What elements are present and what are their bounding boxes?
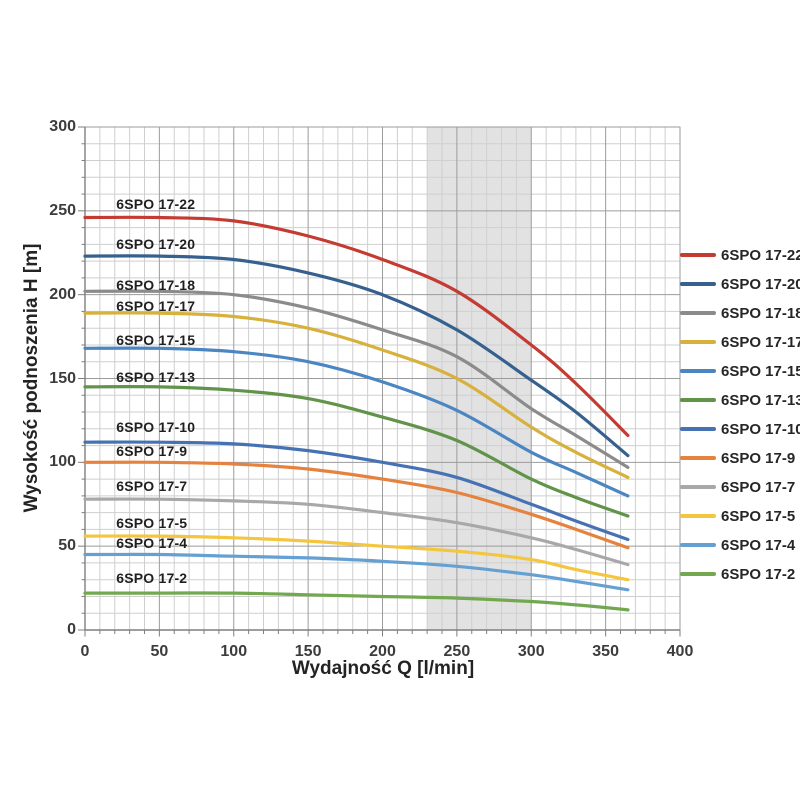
y-tick-label: 50 — [58, 537, 76, 555]
legend-item: 6SPO 17-22 — [680, 245, 800, 266]
y-tick-label: 100 — [49, 453, 76, 471]
legend-item: 6SPO 17-5 — [680, 506, 795, 527]
legend-line-swatch — [680, 311, 716, 315]
curve-label-6spo-17-15: 6SPO 17-15 — [116, 331, 196, 348]
legend-label: 6SPO 17-17 — [721, 333, 800, 351]
curve-label-6spo-17-18: 6SPO 17-18 — [116, 276, 196, 293]
x-tick-label: 100 — [220, 643, 248, 660]
y-tick-label: 150 — [49, 369, 76, 387]
legend-label: 6SPO 17-5 — [721, 507, 796, 525]
legend-line-swatch — [680, 514, 716, 518]
legend-item: 6SPO 17-7 — [680, 477, 795, 498]
y-axis-title: Wysokość podnoszenia H [m] — [21, 243, 42, 513]
legend-label: 6SPO 17-20 — [721, 275, 800, 293]
curve-label-6spo-17-4: 6SPO 17-4 — [116, 534, 188, 551]
legend-item: 6SPO 17-18 — [680, 303, 800, 324]
y-tick-label: 300 — [49, 118, 76, 135]
legend-line-swatch — [680, 456, 716, 460]
curve-label-6spo-17-5: 6SPO 17-5 — [116, 514, 188, 531]
curve-label-6spo-17-7: 6SPO 17-7 — [116, 477, 188, 494]
curve-label-6spo-17-13: 6SPO 17-13 — [116, 368, 196, 385]
curve-label-6spo-17-20: 6SPO 17-20 — [116, 236, 196, 253]
y-tick-label: 250 — [49, 201, 76, 219]
legend-item: 6SPO 17-20 — [680, 274, 800, 295]
curve-6spo-17-9 — [83, 460, 630, 550]
curve-label-6spo-17-10: 6SPO 17-10 — [116, 419, 196, 436]
legend-line-swatch — [680, 427, 716, 431]
curve-label-6spo-17-9: 6SPO 17-9 — [116, 442, 188, 459]
legend-line-swatch — [680, 398, 716, 402]
legend-line-swatch — [680, 369, 716, 373]
curve-6spo-17-20 — [83, 254, 630, 458]
legend-item: 6SPO 17-4 — [680, 535, 795, 556]
legend-label: 6SPO 17-10 — [721, 420, 800, 438]
curve-6spo-17-7 — [83, 497, 630, 567]
curve-label-6spo-17-17: 6SPO 17-17 — [116, 298, 196, 315]
curve-6spo-17-15 — [83, 346, 630, 498]
y-tick-label: 0 — [67, 621, 76, 638]
legend-item: 6SPO 17-17 — [680, 332, 800, 353]
curve-6spo-17-18 — [83, 289, 630, 469]
legend-line-swatch — [680, 543, 716, 547]
curve-6spo-17-13 — [83, 385, 630, 518]
legend-line-swatch — [680, 572, 716, 576]
curve-label-6spo-17-22: 6SPO 17-22 — [116, 196, 196, 213]
legend-item: 6SPO 17-2 — [680, 564, 795, 585]
legend-label: 6SPO 17-4 — [721, 536, 796, 554]
legend-line-swatch — [680, 282, 716, 286]
legend-label: 6SPO 17-7 — [721, 478, 796, 496]
x-tick-label: 0 — [80, 643, 90, 660]
legend-label: 6SPO 17-9 — [721, 449, 796, 467]
x-tick-label: 50 — [150, 643, 169, 660]
y-tick-label: 200 — [49, 285, 76, 303]
curve-6spo-17-4 — [83, 552, 630, 592]
x-axis-title: Wydajność Q [l/min] — [291, 658, 475, 679]
curve-6spo-17-10 — [83, 440, 630, 542]
x-tick-label: 250 — [443, 643, 471, 660]
x-tick-label: 300 — [517, 643, 545, 660]
legend-item: 6SPO 17-9 — [680, 448, 795, 469]
curve-6spo-17-22 — [83, 215, 630, 438]
legend-item: 6SPO 17-10 — [680, 419, 800, 440]
x-tick-label: 200 — [369, 643, 396, 660]
x-tick-label: 350 — [592, 643, 619, 660]
legend-line-swatch — [680, 485, 716, 489]
legend-item: 6SPO 17-13 — [680, 390, 800, 411]
legend-line-swatch — [680, 340, 716, 344]
legend-item: 6SPO 17-15 — [680, 361, 800, 382]
x-tick-label: 150 — [294, 643, 322, 660]
curve-6spo-17-17 — [83, 311, 630, 479]
curve-6spo-17-5 — [83, 534, 630, 582]
legend-label: 6SPO 17-13 — [721, 391, 800, 409]
legend-label: 6SPO 17-15 — [721, 362, 800, 380]
legend-label: 6SPO 17-2 — [721, 565, 796, 583]
x-tick-label: 400 — [666, 643, 694, 660]
legend-label: 6SPO 17-18 — [721, 304, 800, 322]
curve-6spo-17-2 — [83, 591, 630, 612]
legend-label: 6SPO 17-22 — [721, 246, 800, 264]
legend-line-swatch — [680, 253, 716, 257]
curve-label-6spo-17-2: 6SPO 17-2 — [116, 570, 188, 587]
